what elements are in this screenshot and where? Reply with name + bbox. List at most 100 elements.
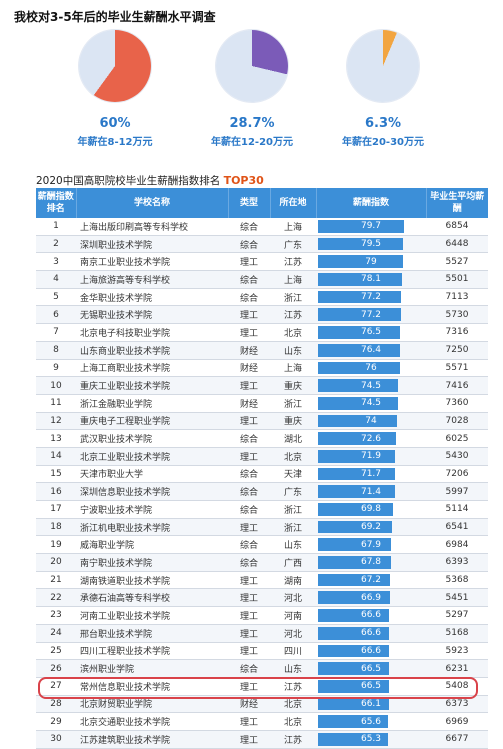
school-cell: 上海工商职业技术学院 [76, 359, 228, 378]
school-cell: 金华职业技术学院 [76, 288, 228, 307]
salary-cell: 5114 [426, 500, 488, 519]
index-cell: 66.9 [316, 588, 426, 608]
location-cell: 河北 [270, 588, 316, 608]
index-bar [318, 679, 390, 693]
pie-block-2: 28.7% 年薪在12-20万元 [187, 30, 317, 148]
index-bar [318, 556, 391, 569]
index-bar [318, 573, 390, 587]
rank-cell: 16 [36, 482, 76, 501]
type-cell: 财经 [228, 359, 270, 378]
index-value: 67.9 [360, 539, 382, 550]
index-value: 76.4 [360, 345, 382, 356]
pie-percent-1: 60% [99, 116, 131, 131]
rank-cell: 9 [36, 359, 76, 378]
type-cell: 财经 [228, 695, 270, 714]
index-value: 66.1 [360, 698, 382, 709]
index-cell: 65.6 [316, 712, 426, 731]
pie-block-3: 6.3% 年薪在20-30万元 [318, 30, 448, 148]
salary-cell: 6393 [426, 553, 488, 572]
ranking-body: 1 上海出版印刷高等专科学校 综合 上海 79.7 6854 2 深圳职业技术学院 综合 广东 79… [36, 218, 488, 749]
type-cell: 综合 [228, 553, 270, 572]
index-cell: 71.4 [316, 482, 426, 501]
rank-cell: 26 [36, 659, 76, 678]
rank-cell: 5 [36, 288, 76, 307]
table-row: 18 浙江机电职业技术学院 理工 浙江 69.2 6541 [36, 518, 488, 537]
ranking-title: 2020中国高职院校毕业生薪酬指数排名 TOP30 [36, 173, 264, 188]
school-cell: 北京财贸职业学院 [76, 695, 228, 714]
table-row: 8 山东商业职业技术学院 财经 山东 76.4 7250 [36, 341, 488, 360]
table-row: 25 四川工程职业技术学院 理工 四川 66.6 5923 [36, 642, 488, 661]
location-cell: 河北 [270, 624, 316, 643]
school-cell: 重庆电子工程职业学院 [76, 412, 228, 431]
index-value: 69.2 [360, 522, 382, 533]
index-value: 79 [365, 256, 377, 267]
index-bar [318, 326, 401, 339]
salary-cell: 7416 [426, 376, 488, 395]
table-row: 21 湖南铁道职业技术学院 理工 湖南 67.2 5368 [36, 571, 488, 590]
index-value: 65.6 [360, 716, 382, 727]
location-cell: 重庆 [270, 412, 316, 431]
location-cell: 天津 [270, 465, 316, 484]
table-row: 30 江苏建筑职业技术学院 理工 江苏 65.3 6677 [36, 730, 488, 749]
index-value: 66.6 [360, 628, 382, 639]
index-value: 74.5 [360, 398, 382, 409]
index-cell: 74 [316, 412, 426, 431]
rank-cell: 8 [36, 341, 76, 360]
rank-cell: 27 [36, 677, 76, 696]
pie-percent-3: 6.3% [364, 116, 402, 131]
index-value: 72.6 [360, 433, 382, 444]
index-cell: 66.6 [316, 642, 426, 661]
rank-cell: 17 [36, 500, 76, 519]
index-cell: 76.4 [316, 341, 426, 360]
type-cell: 理工 [228, 376, 270, 395]
rank-cell: 20 [36, 553, 76, 572]
index-value: 71.9 [360, 451, 382, 462]
location-cell: 北京 [270, 323, 316, 342]
header-location: 所在地 [270, 188, 317, 218]
rank-cell: 11 [36, 394, 76, 413]
index-cell: 66.1 [316, 695, 426, 714]
location-cell: 江苏 [270, 730, 316, 749]
rank-cell: 30 [36, 730, 76, 749]
index-value: 79.5 [360, 239, 382, 250]
header-type: 类型 [228, 188, 271, 218]
rank-cell: 23 [36, 606, 76, 625]
table-row: 9 上海工商职业技术学院 财经 上海 76 5571 [36, 359, 488, 378]
type-cell: 综合 [228, 482, 270, 501]
index-bar [318, 520, 393, 534]
index-cell: 67.2 [316, 571, 426, 590]
table-row: 10 重庆工业职业技术学院 理工 重庆 74.5 7416 [36, 376, 488, 395]
index-value: 78.1 [360, 274, 382, 285]
school-cell: 上海旅游高等专科学校 [76, 270, 228, 289]
salary-cell: 7206 [426, 465, 488, 484]
salary-cell: 5297 [426, 606, 488, 625]
header-index: 薪酬指数 [316, 188, 427, 218]
pie-chart-1 [79, 30, 151, 102]
type-cell: 理工 [228, 518, 270, 537]
location-cell: 浙江 [270, 288, 316, 307]
index-bar [318, 449, 396, 463]
school-cell: 浙江机电职业技术学院 [76, 518, 228, 537]
index-cell: 76.5 [316, 323, 426, 342]
index-cell: 76 [316, 359, 426, 378]
index-bar [318, 485, 395, 498]
index-bar [318, 644, 390, 658]
index-value: 65.3 [360, 734, 382, 745]
school-cell: 湖南铁道职业技术学院 [76, 571, 228, 590]
index-value: 71.4 [360, 486, 382, 497]
table-row: 20 南宁职业技术学院 综合 广西 67.8 6393 [36, 553, 488, 572]
type-cell: 财经 [228, 341, 270, 360]
index-value: 66.5 [360, 663, 382, 674]
rank-cell: 3 [36, 252, 76, 272]
index-cell: 79.7 [316, 218, 426, 236]
location-cell: 河南 [270, 606, 316, 625]
location-cell: 北京 [270, 712, 316, 731]
index-cell: 78.1 [316, 270, 426, 289]
salary-cell: 5730 [426, 305, 488, 325]
school-cell: 宁波职业技术学院 [76, 500, 228, 519]
index-value: 66.9 [360, 592, 382, 603]
salary-cell: 7360 [426, 394, 488, 413]
salary-cell: 6541 [426, 518, 488, 537]
school-cell: 深圳职业技术学院 [76, 235, 228, 254]
index-bar [318, 662, 390, 675]
